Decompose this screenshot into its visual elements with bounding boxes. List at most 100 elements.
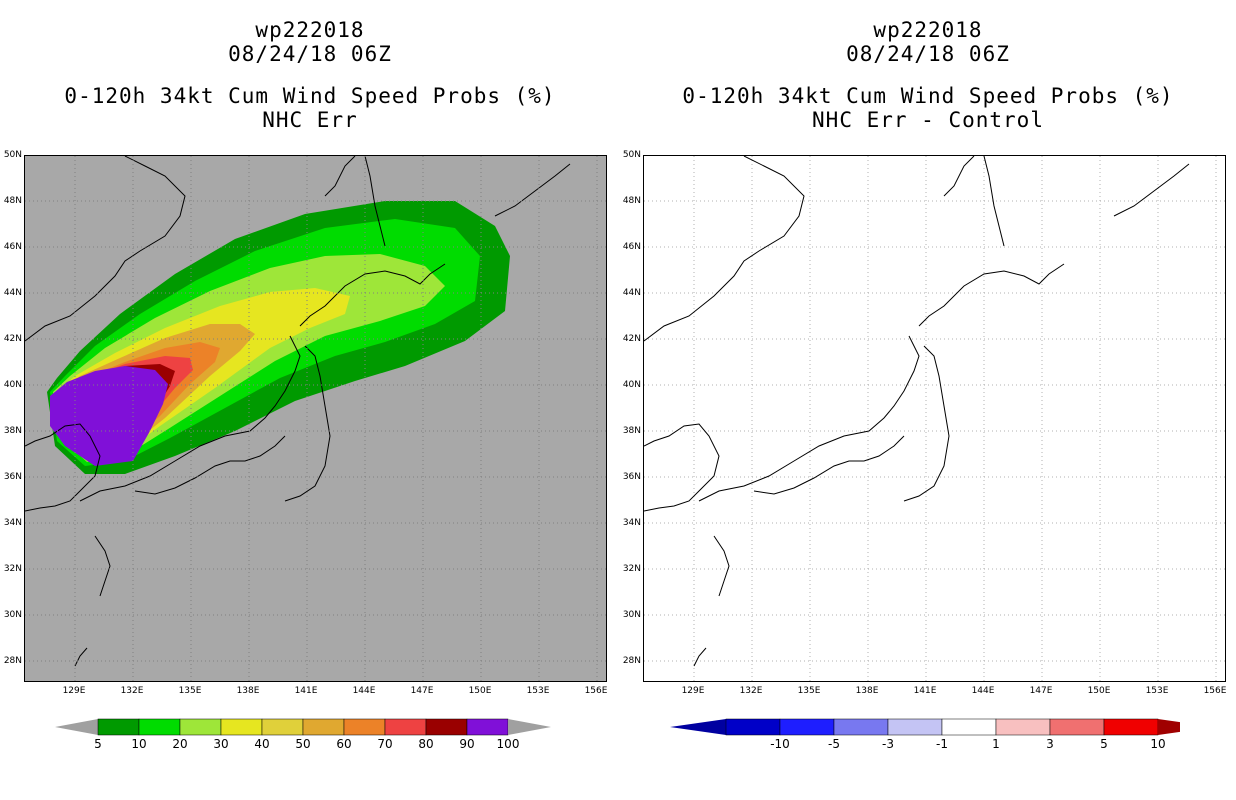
left-colorbar-high-end <box>508 719 551 735</box>
left-colorbar-swatch <box>466 718 509 736</box>
right-colorbar-swatch <box>833 718 889 736</box>
left-colorbar-label: 30 <box>213 737 229 751</box>
left-colorbar-swatch <box>138 718 181 736</box>
right-title: wp222018 08/24/18 06Z 0-120h 34kt Cum Wi… <box>648 18 1208 132</box>
right-colorbar-label: 1 <box>992 737 1000 751</box>
left-colorbar <box>55 718 551 736</box>
left-lon-label: 156E <box>584 686 608 696</box>
left-colorbar-swatch <box>261 718 304 736</box>
right-lon-label: 156E <box>1203 686 1227 696</box>
left-lon-label: 141E <box>294 686 318 696</box>
right-coastlines <box>644 156 1190 667</box>
right-lat-label: 32N <box>622 564 641 574</box>
left-colorbar-label: 70 <box>377 737 393 751</box>
right-colorbar-label: 10 <box>1150 737 1166 751</box>
left-colorbar-label: 10 <box>131 737 147 751</box>
left-lon-label: 144E <box>352 686 376 696</box>
left-map-svg <box>25 156 606 681</box>
left-lon-label: 147E <box>410 686 434 696</box>
left-product-name: 0-120h 34kt Cum Wind Speed Probs (%) <box>64 84 556 108</box>
left-colorbar-low-end <box>55 719 98 735</box>
right-lon-label: 150E <box>1087 686 1111 696</box>
right-map-panel <box>643 155 1226 682</box>
left-colorbar-swatch <box>302 718 345 736</box>
right-colorbar-label: -3 <box>882 737 894 751</box>
left-colorbar-label: 5 <box>94 737 102 751</box>
left-lon-label: 135E <box>178 686 202 696</box>
left-colorbar-swatch <box>97 718 140 736</box>
right-colorbar-swatch <box>1049 718 1105 736</box>
left-colorbar-label: 100 <box>496 737 520 751</box>
left-lon-label: 138E <box>236 686 260 696</box>
right-storm-id: wp222018 <box>873 18 983 42</box>
right-graticule <box>644 156 1225 681</box>
left-colorbar-label: 20 <box>172 737 188 751</box>
right-colorbar-swatch <box>995 718 1051 736</box>
left-lat-label: 36N <box>3 472 22 482</box>
left-colorbar-swatch <box>179 718 222 736</box>
left-colorbar-label: 80 <box>418 737 434 751</box>
left-lat-label: 32N <box>3 564 22 574</box>
left-lon-label: 153E <box>526 686 550 696</box>
right-colorbar-label: -10 <box>770 737 790 751</box>
right-colorbar-label: -1 <box>936 737 948 751</box>
right-lat-label: 30N <box>622 610 641 620</box>
right-colorbar-swatch <box>941 718 997 736</box>
left-lat-label: 30N <box>3 610 22 620</box>
right-lon-label: 135E <box>797 686 821 696</box>
right-subtitle: NHC Err - Control <box>812 108 1044 132</box>
right-lon-label: 138E <box>855 686 879 696</box>
right-colorbar-swatch <box>1103 718 1159 736</box>
right-colorbar <box>670 718 1180 736</box>
right-product-name: 0-120h 34kt Cum Wind Speed Probs (%) <box>682 84 1174 108</box>
left-lat-label: 50N <box>3 150 22 160</box>
left-colorbar-swatch <box>384 718 427 736</box>
right-lat-label: 36N <box>622 472 641 482</box>
left-lon-label: 150E <box>468 686 492 696</box>
left-lat-label: 40N <box>3 380 22 390</box>
right-colorbar-label: 5 <box>1100 737 1108 751</box>
left-lat-label: 28N <box>3 656 22 666</box>
left-colorbar-label: 50 <box>295 737 311 751</box>
left-lon-label: 132E <box>120 686 144 696</box>
right-lat-label: 42N <box>622 334 641 344</box>
left-colorbar-label: 40 <box>254 737 270 751</box>
right-lat-label: 38N <box>622 426 641 436</box>
right-colorbar-swatch <box>779 718 835 736</box>
left-lat-label: 46N <box>3 242 22 252</box>
right-lat-label: 46N <box>622 242 641 252</box>
right-lat-label: 34N <box>622 518 641 528</box>
left-lat-label: 48N <box>3 196 22 206</box>
right-colorbar-low-end <box>670 719 726 735</box>
right-lon-label: 147E <box>1029 686 1053 696</box>
right-lon-label: 129E <box>681 686 705 696</box>
left-subtitle: NHC Err <box>262 108 358 132</box>
left-colorbar-swatch <box>220 718 263 736</box>
right-lon-label: 141E <box>913 686 937 696</box>
right-colorbar-swatch <box>725 718 781 736</box>
left-map-panel <box>24 155 607 682</box>
right-lat-label: 40N <box>622 380 641 390</box>
right-lat-label: 28N <box>622 656 641 666</box>
right-colorbar-high-end <box>1158 719 1180 735</box>
left-lon-label: 129E <box>62 686 86 696</box>
left-title: wp222018 08/24/18 06Z 0-120h 34kt Cum Wi… <box>30 18 590 132</box>
right-lon-label: 153E <box>1145 686 1169 696</box>
right-lat-label: 44N <box>622 288 641 298</box>
right-colorbar-swatch <box>887 718 943 736</box>
probability-swath <box>47 201 510 474</box>
right-map-svg <box>644 156 1225 681</box>
left-colorbar-swatch <box>425 718 468 736</box>
right-lat-label: 50N <box>622 150 641 160</box>
right-colorbar-label: -5 <box>828 737 840 751</box>
left-storm-id: wp222018 <box>255 18 365 42</box>
left-lat-label: 44N <box>3 288 22 298</box>
right-colorbar-label: 3 <box>1046 737 1054 751</box>
left-lat-label: 42N <box>3 334 22 344</box>
left-datetime: 08/24/18 06Z <box>228 42 392 66</box>
right-lon-label: 144E <box>971 686 995 696</box>
left-lat-label: 34N <box>3 518 22 528</box>
right-datetime: 08/24/18 06Z <box>846 42 1010 66</box>
left-lat-label: 38N <box>3 426 22 436</box>
left-colorbar-swatch <box>343 718 386 736</box>
